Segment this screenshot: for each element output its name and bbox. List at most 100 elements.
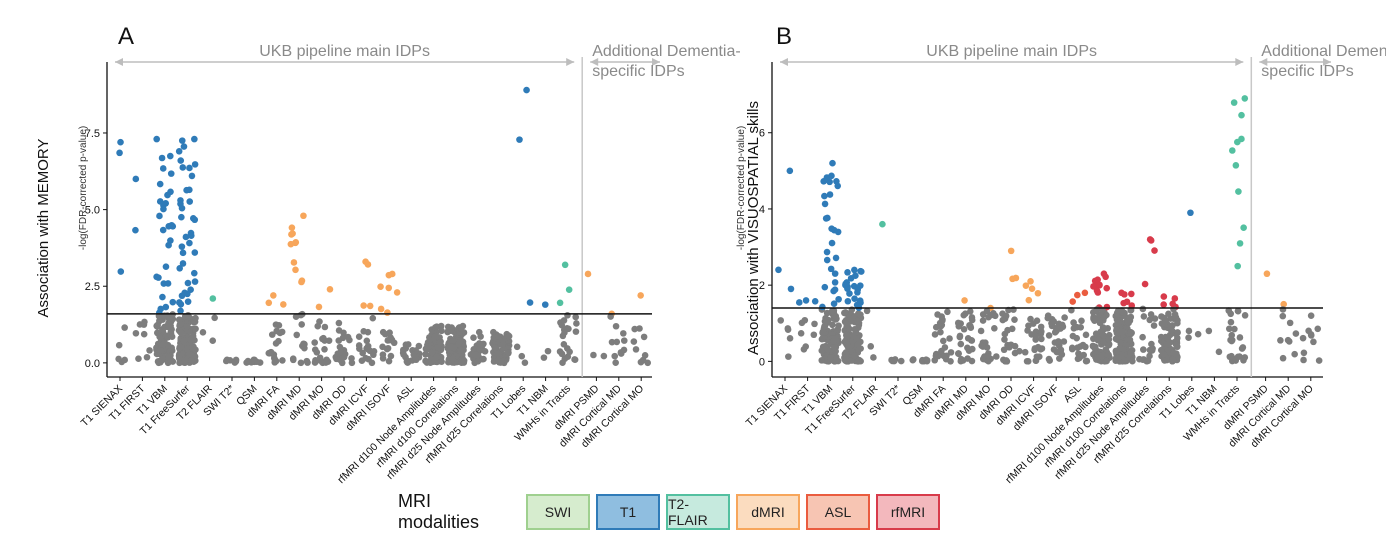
- data-point: [179, 164, 187, 171]
- y-tick-label: 2: [759, 280, 765, 292]
- data-point: [571, 356, 578, 363]
- data-point: [1045, 332, 1053, 339]
- data-point: [1096, 281, 1103, 289]
- data-point: [188, 172, 196, 180]
- data-point: [835, 295, 842, 303]
- data-point: [393, 289, 401, 296]
- data-point: [1070, 319, 1077, 326]
- data-point: [849, 332, 857, 340]
- data-point: [802, 343, 810, 350]
- data-point: [1128, 302, 1136, 309]
- data-point: [156, 198, 164, 205]
- data-point: [322, 359, 330, 366]
- data-point: [1235, 188, 1242, 195]
- data-point: [867, 343, 875, 350]
- data-point: [937, 328, 944, 336]
- data-point: [1099, 338, 1107, 345]
- data-point: [944, 308, 951, 316]
- dementia-range-arrow-head-right: [652, 58, 660, 66]
- data-point: [818, 347, 826, 354]
- data-point: [116, 149, 123, 157]
- data-point: [423, 359, 431, 366]
- data-point: [1292, 330, 1300, 337]
- data-point: [607, 313, 614, 320]
- data-point: [1025, 296, 1033, 304]
- data-point: [541, 301, 549, 308]
- data-point: [402, 345, 410, 352]
- data-point: [544, 347, 552, 355]
- data-point: [565, 286, 573, 293]
- data-point: [784, 325, 792, 332]
- data-point: [192, 325, 199, 333]
- data-point: [637, 292, 644, 299]
- data-point: [832, 347, 839, 355]
- data-point: [165, 323, 172, 331]
- data-point: [298, 321, 306, 328]
- data-point: [798, 319, 806, 327]
- data-point: [480, 355, 487, 363]
- data-point: [1032, 332, 1040, 340]
- data-point: [335, 337, 343, 344]
- group-label-dementia: Additional Dementia-: [592, 43, 741, 60]
- data-point: [115, 355, 122, 363]
- data-point: [1187, 209, 1194, 217]
- data-point: [1078, 317, 1085, 325]
- data-point: [1238, 345, 1246, 352]
- data-point: [319, 335, 326, 343]
- data-point: [521, 359, 529, 367]
- data-point: [828, 239, 836, 247]
- data-point: [140, 330, 148, 338]
- data-point: [1022, 282, 1030, 289]
- data-point: [1148, 340, 1155, 348]
- data-point: [1082, 331, 1090, 339]
- data-point: [1102, 346, 1110, 353]
- data-point: [1091, 315, 1099, 323]
- y-axis-sublabel: -log(FDR-corrected p-value): [78, 126, 89, 250]
- data-point: [157, 346, 164, 354]
- data-point: [143, 353, 151, 361]
- data-point: [175, 148, 183, 155]
- data-point: [1103, 284, 1111, 292]
- data-point: [155, 274, 162, 281]
- data-point: [1092, 330, 1100, 337]
- data-point: [842, 281, 849, 289]
- data-point: [477, 341, 485, 349]
- data-point: [600, 352, 608, 360]
- data-point: [964, 335, 972, 342]
- data-point: [1032, 357, 1040, 365]
- data-point: [1097, 352, 1105, 360]
- data-point: [289, 356, 297, 364]
- data-point: [857, 268, 865, 275]
- data-point: [870, 354, 877, 361]
- data-point: [1229, 147, 1236, 154]
- data-point: [932, 352, 940, 360]
- data-point: [819, 334, 827, 341]
- data-point: [1234, 262, 1241, 270]
- data-point: [821, 192, 828, 200]
- data-point: [822, 215, 830, 222]
- data-point: [1162, 317, 1169, 325]
- data-point: [273, 327, 280, 335]
- data-point: [188, 344, 196, 351]
- data-point: [1227, 318, 1235, 326]
- modality-legend: MRI modalities SWI T1 T2-FLAIR dMRI ASL …: [398, 491, 946, 533]
- data-point: [1238, 111, 1245, 119]
- data-point: [946, 335, 953, 342]
- data-point: [1034, 289, 1042, 297]
- data-point: [199, 329, 207, 336]
- data-point: [192, 314, 199, 322]
- data-point: [1005, 344, 1013, 351]
- data-point: [985, 357, 992, 365]
- data-point: [613, 338, 621, 346]
- data-point: [1081, 289, 1089, 297]
- data-point: [287, 240, 295, 248]
- data-point: [834, 182, 842, 190]
- data-point: [176, 264, 183, 272]
- data-point: [1129, 357, 1136, 365]
- data-point: [590, 351, 597, 359]
- legend-title: MRI modalities: [398, 491, 480, 532]
- data-point: [321, 345, 328, 353]
- data-point: [821, 323, 828, 330]
- legend-item-asl: ASL: [806, 494, 870, 530]
- data-point: [358, 357, 366, 364]
